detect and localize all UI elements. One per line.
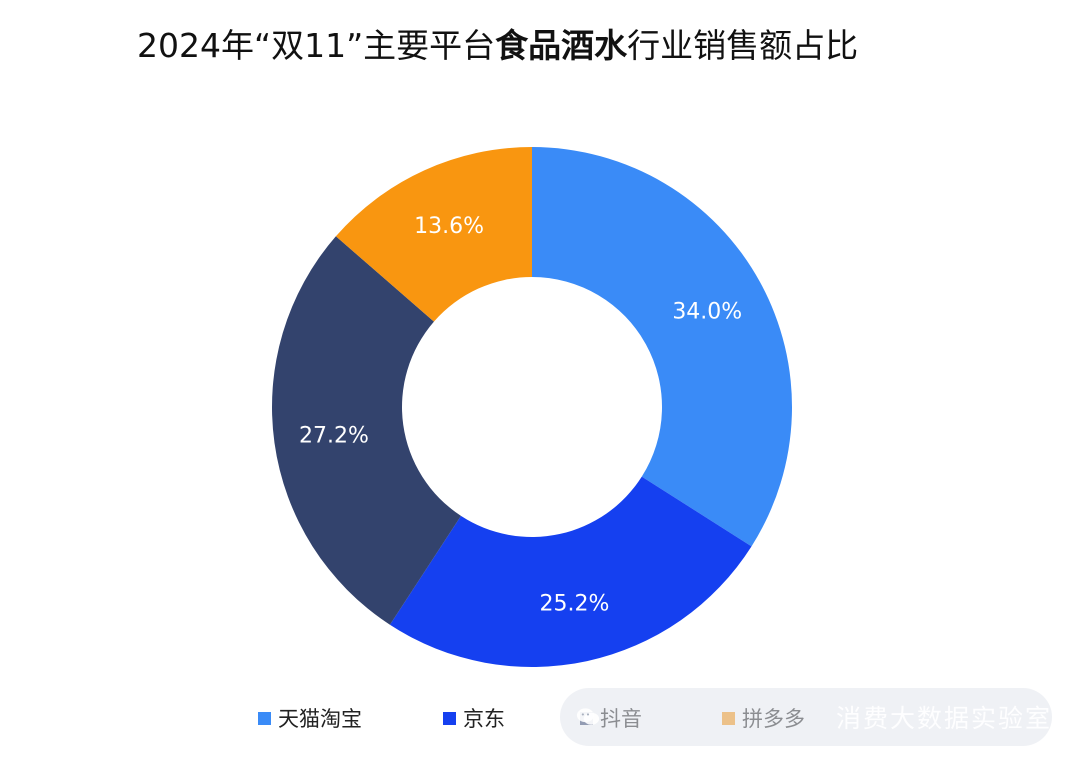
watermark: 消费大数据实验室 xyxy=(560,688,1052,746)
data-label-2: 27.2% xyxy=(299,424,369,449)
slice-2 xyxy=(272,236,461,625)
slice-0 xyxy=(532,147,792,547)
title-suffix: 行业销售额占比 xyxy=(627,26,859,65)
title-bold: 食品酒水 xyxy=(495,26,628,65)
slice-1 xyxy=(389,476,752,667)
data-label-0: 34.0% xyxy=(672,300,742,325)
watermark-text: 消费大数据实验室 xyxy=(835,704,1052,733)
data-label-3: 13.6% xyxy=(414,214,484,239)
legend-swatch xyxy=(443,711,456,725)
data-label-1: 25.2% xyxy=(539,591,609,616)
title-prefix: 2024年“双11”主要平台 xyxy=(137,26,496,65)
legend-item-1: 京东 xyxy=(443,698,505,738)
slice-3 xyxy=(335,147,532,322)
legend-label: 京东 xyxy=(463,707,505,731)
donut-chart: 34.0% 25.2% 27.2% 13.6% xyxy=(272,147,792,667)
wechat-icon xyxy=(576,708,600,725)
legend-swatch xyxy=(258,711,271,725)
chart-title: 2024年“双11”主要平台食品酒水行业销售额占比 xyxy=(137,24,858,68)
legend-item-0: 天猫淘宝 xyxy=(258,698,362,738)
legend-label: 天猫淘宝 xyxy=(278,707,362,731)
